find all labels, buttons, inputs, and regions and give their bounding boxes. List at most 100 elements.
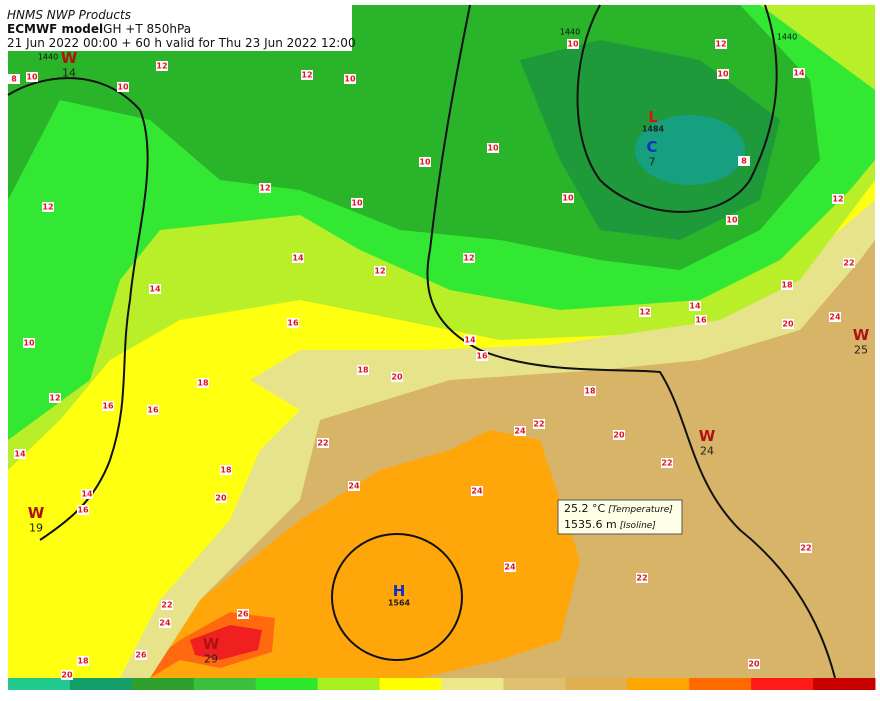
isoline-label: 1440 <box>560 28 580 37</box>
center-value: 29 <box>204 653 218 666</box>
contour-label-box <box>829 312 841 322</box>
contour-label: 10 <box>351 199 363 208</box>
contour-label-box <box>463 253 475 263</box>
contour-label-box <box>161 600 173 610</box>
contour-label-box <box>348 481 360 491</box>
contour-label: 18 <box>197 379 209 388</box>
contour-label-box <box>159 618 171 628</box>
contour-label: 8 <box>11 75 17 84</box>
contour-label-box <box>26 72 38 82</box>
isoline <box>7 77 149 541</box>
colorbar-swatch <box>69 678 133 690</box>
center-value: 24 <box>700 445 714 458</box>
contour-label-box <box>197 378 209 388</box>
contour-label: 22 <box>661 459 672 468</box>
contour-label: 12 <box>301 71 312 80</box>
contour-label: 16 <box>147 406 159 415</box>
contour-label-box <box>782 319 794 329</box>
model: ECMWF model <box>7 22 103 36</box>
contour-label-box <box>81 489 93 499</box>
contour-label: 20 <box>782 320 794 329</box>
colorbar-swatch <box>255 678 319 690</box>
contour-label: 12 <box>156 62 167 71</box>
colorbar-swatch <box>441 678 504 690</box>
contour-label: 14 <box>292 254 304 263</box>
contour-label: 24 <box>504 563 516 572</box>
contour-label: 14 <box>149 285 161 294</box>
contour-label-box <box>689 301 701 311</box>
model-line: ECMWF modelGH +T 850hPa <box>7 22 191 36</box>
contour-label-box <box>147 405 159 415</box>
contour-label: 18 <box>781 281 793 290</box>
isolines <box>7 4 836 679</box>
contour-label: 10 <box>567 40 579 49</box>
contour-label-box <box>8 74 20 84</box>
temperature-label: [Temperature] <box>608 505 673 515</box>
center-letter: H <box>393 582 406 600</box>
contour-label-box <box>748 659 760 669</box>
contour-label-box <box>77 656 89 666</box>
contour-label: 10 <box>344 75 356 84</box>
contour-label: 26 <box>135 651 147 660</box>
contour-label-box <box>344 74 356 84</box>
center-letter: W <box>203 635 220 653</box>
contour-label: 18 <box>584 387 596 396</box>
contour-label-box <box>287 318 299 328</box>
contour-label: 12 <box>49 394 60 403</box>
center-letter: C <box>646 138 657 156</box>
contour-label-box <box>738 156 750 166</box>
contour-label-box <box>613 430 625 440</box>
contour-label-box <box>374 266 386 276</box>
contour-label: 18 <box>220 466 232 475</box>
isoline <box>426 4 836 679</box>
field-teal <box>635 115 745 185</box>
contour-label: 24 <box>159 619 171 628</box>
contour-label: 12 <box>374 267 385 276</box>
contour-label-box <box>149 284 161 294</box>
contour-label: 20 <box>748 660 760 669</box>
contour-label: 16 <box>695 316 707 325</box>
tooltip-line: 25.2 °C [Temperature] <box>564 502 673 515</box>
contour-label: 24 <box>471 487 483 496</box>
contour-label: 10 <box>487 144 499 153</box>
contour-label-box <box>567 39 579 49</box>
contour-label: 12 <box>639 308 650 317</box>
contour-label-box <box>292 253 304 263</box>
contour-label: 10 <box>26 73 38 82</box>
contour-label: 24 <box>348 482 360 491</box>
colorbar-swatch <box>131 678 195 690</box>
contour-label: 10 <box>117 83 129 92</box>
contour-label-box <box>61 670 73 680</box>
isoline-label: 1440 <box>777 33 797 42</box>
colorbar-swatch <box>565 678 628 690</box>
contour-label: 16 <box>77 506 89 515</box>
contour-label: 26 <box>237 610 249 619</box>
contour-label: 20 <box>613 431 625 440</box>
contour-label: 10 <box>726 216 738 225</box>
contour-label-box <box>715 39 727 49</box>
contour-label: 18 <box>357 366 369 375</box>
colorbar-swatch <box>503 678 566 690</box>
contour-label-box <box>584 386 596 396</box>
center-value: 1484 <box>642 125 665 134</box>
tooltip-line: 1535.6 m [Isoline] <box>564 518 656 531</box>
tooltip-box <box>557 499 683 535</box>
contour-label: 16 <box>287 319 299 328</box>
isoline-value: 1535.6 m <box>564 518 617 531</box>
contour-label-box <box>156 61 168 71</box>
center-value: 25 <box>854 344 868 357</box>
contour-label-box <box>471 486 483 496</box>
contour-label: 20 <box>391 373 403 382</box>
colorbar-swatch <box>627 678 690 690</box>
contour-label: 12 <box>832 195 843 204</box>
contour-label-box <box>781 280 793 290</box>
contour-label-box <box>504 562 516 572</box>
contour-label: 22 <box>800 544 811 553</box>
header: HNMS NWP Products ECMWF modelGH +T 850hP… <box>0 0 356 51</box>
contour-label: 22 <box>161 601 172 610</box>
contour-label: 10 <box>419 158 431 167</box>
contour-label-box <box>639 307 651 317</box>
contour-label-box <box>23 338 35 348</box>
